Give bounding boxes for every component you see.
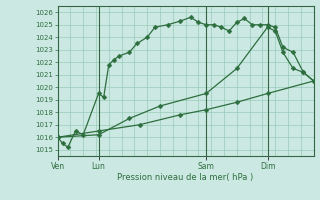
X-axis label: Pression niveau de la mer( hPa ): Pression niveau de la mer( hPa ) — [117, 173, 254, 182]
